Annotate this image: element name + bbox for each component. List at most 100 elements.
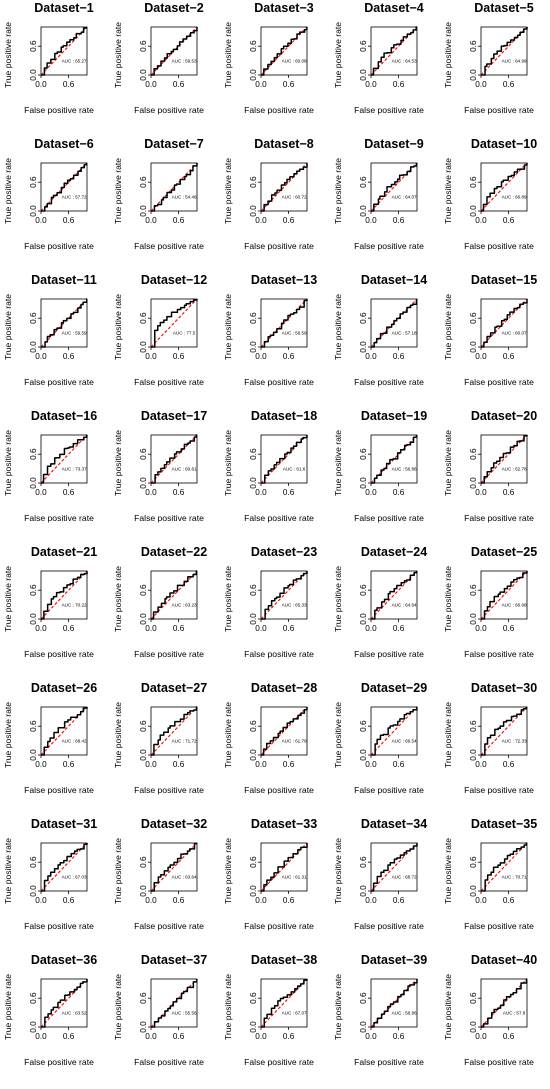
plot-frame (370, 978, 418, 1028)
x-axis-label: False positive rate (24, 785, 94, 795)
plot-frame (480, 26, 528, 76)
y-tick-label: 0.6 (249, 40, 258, 52)
x-tick-label: 0.6 (283, 896, 295, 905)
y-tick-label: 0.0 (249, 477, 258, 489)
chance-diagonal (370, 570, 418, 620)
x-axis-label: False positive rate (354, 785, 424, 795)
roc-curve (371, 434, 418, 484)
y-axis-label: True positive rate (3, 294, 13, 360)
x-axis-label: False positive rate (24, 105, 94, 115)
y-tick-label: 0.0 (29, 205, 38, 217)
plot-frame (370, 26, 418, 76)
x-tick-label: 0.0 (145, 216, 157, 225)
y-axis-label: True positive rate (333, 294, 343, 360)
y-axis-label: True positive rate (223, 158, 233, 224)
y-tick-label: 0.6 (139, 992, 148, 1004)
auc-label: AUC : 57.8 (503, 1011, 526, 1016)
roc-plot: Dataset−11 0.0 0.6 0.0 0.6 True positive rate… (3, 273, 97, 387)
x-axis-label: False positive rate (464, 785, 534, 795)
roc-plot: Dataset−37 0.0 0.6 0.0 0.6 True positive rate… (113, 953, 207, 1067)
x-tick-label: 0.0 (365, 352, 377, 361)
y-axis-label: True positive rate (3, 158, 13, 224)
x-tick-label: 0.0 (475, 1032, 487, 1041)
y-tick-label: 0.6 (359, 992, 368, 1004)
plot-frame (150, 26, 198, 76)
roc-plot: Dataset−38 0.0 0.6 0.0 0.6 True positive rate… (223, 953, 317, 1067)
roc-panel: Dataset−38 0.0 0.6 0.0 0.6 True positive rate… (220, 952, 330, 1088)
y-tick-label: 0.0 (139, 477, 148, 489)
panel-title: Dataset−37 (141, 953, 207, 967)
roc-panel: Dataset−18 0.0 0.6 0.0 0.6 True positive rate… (220, 408, 330, 544)
roc-panel: Dataset−20 0.0 0.6 0.0 0.6 True positive rate… (440, 408, 550, 544)
roc-curve (481, 842, 528, 892)
y-tick-label: 0.0 (359, 613, 368, 625)
roc-panel: Dataset−13 0.0 0.6 0.0 0.6 True positive rate… (220, 272, 330, 408)
chance-diagonal (480, 162, 528, 212)
roc-panel: Dataset−15 0.0 0.6 0.0 0.6 True positive rate… (440, 272, 550, 408)
plot-frame (480, 978, 528, 1028)
roc-panel: Dataset−23 0.0 0.6 0.0 0.6 True positive rate… (220, 544, 330, 680)
x-tick-label: 0.6 (393, 896, 405, 905)
y-tick-label: 0.0 (469, 613, 478, 625)
auc-label: AUC : 63.64 (172, 875, 197, 880)
y-tick-label: 0.0 (139, 69, 148, 81)
x-tick-label: 0.6 (393, 80, 405, 89)
roc-panel: Dataset−7 0.0 0.6 0.0 0.6 True positive rate F… (110, 136, 220, 272)
x-tick-label: 0.0 (35, 1032, 47, 1041)
x-tick-label: 0.6 (393, 624, 405, 633)
roc-plot: Dataset−21 0.0 0.6 0.0 0.6 True positive rate… (3, 545, 97, 659)
roc-plot: Dataset−18 0.0 0.6 0.0 0.6 True positive rate… (223, 409, 317, 523)
y-tick-label: 0.0 (29, 341, 38, 353)
x-tick-label: 0.0 (365, 624, 377, 633)
x-tick-label: 0.6 (63, 216, 75, 225)
y-axis-label: True positive rate (443, 702, 453, 768)
roc-panel: Dataset−39 0.0 0.6 0.0 0.6 True positive rate… (330, 952, 440, 1088)
plot-frame (260, 434, 308, 484)
chance-diagonal (40, 842, 88, 892)
roc-plot: Dataset−8 0.0 0.6 0.0 0.6 True positive rate F… (223, 137, 314, 251)
roc-plot: Dataset−2 0.0 0.6 0.0 0.6 True positive rate F… (113, 1, 204, 115)
roc-curve (371, 706, 418, 756)
x-tick-label: 0.0 (35, 488, 47, 497)
chance-diagonal (260, 26, 308, 76)
chance-diagonal (260, 842, 308, 892)
x-tick-label: 0.0 (35, 896, 47, 905)
y-axis-label: True positive rate (333, 974, 343, 1040)
x-axis-label: False positive rate (244, 377, 314, 387)
x-axis-label: False positive rate (354, 241, 424, 251)
x-tick-label: 0.0 (475, 216, 487, 225)
plot-frame (370, 434, 418, 484)
y-tick-label: 0.6 (139, 584, 148, 596)
auc-label: AUC : 60.08 (282, 59, 307, 64)
plot-frame (40, 162, 88, 212)
x-axis-label: False positive rate (354, 649, 424, 659)
x-tick-label: 0.6 (503, 624, 515, 633)
y-tick-label: 0.0 (139, 1021, 148, 1033)
roc-panel: Dataset−8 0.0 0.6 0.0 0.6 True positive rate F… (220, 136, 330, 272)
auc-label: AUC : 65.27 (62, 59, 87, 64)
x-tick-label: 0.6 (173, 1032, 185, 1041)
roc-panel: Dataset−28 0.0 0.6 0.0 0.6 True positive rate… (220, 680, 330, 816)
auc-label: AUC : 64.64 (392, 603, 417, 608)
x-axis-label: False positive rate (134, 649, 204, 659)
plot-frame (40, 842, 88, 892)
roc-panel: Dataset−35 0.0 0.6 0.0 0.6 True positive rate… (440, 816, 550, 952)
y-axis-label: True positive rate (3, 974, 13, 1040)
y-tick-label: 0.6 (249, 176, 258, 188)
roc-panel: Dataset−19 0.0 0.6 0.0 0.6 True positive rate… (330, 408, 440, 544)
x-axis-label: False positive rate (134, 241, 204, 251)
auc-label: AUC : 71.72 (172, 739, 197, 744)
y-tick-label: 0.6 (29, 584, 38, 596)
y-axis-label: True positive rate (3, 838, 13, 904)
auc-label: AUC : 68.42 (62, 739, 87, 744)
roc-panel: Dataset−2 0.0 0.6 0.0 0.6 True positive rate F… (110, 0, 220, 136)
plot-frame (150, 842, 198, 892)
x-tick-label: 0.6 (503, 80, 515, 89)
y-axis-label: True positive rate (223, 566, 233, 632)
plot-frame (40, 978, 88, 1028)
roc-plot: Dataset−25 0.0 0.6 0.0 0.6 True positive rate… (443, 545, 537, 659)
y-tick-label: 0.0 (139, 613, 148, 625)
x-tick-label: 0.0 (145, 80, 157, 89)
panel-title: Dataset−23 (251, 545, 317, 559)
panel-title: Dataset−13 (251, 273, 317, 287)
